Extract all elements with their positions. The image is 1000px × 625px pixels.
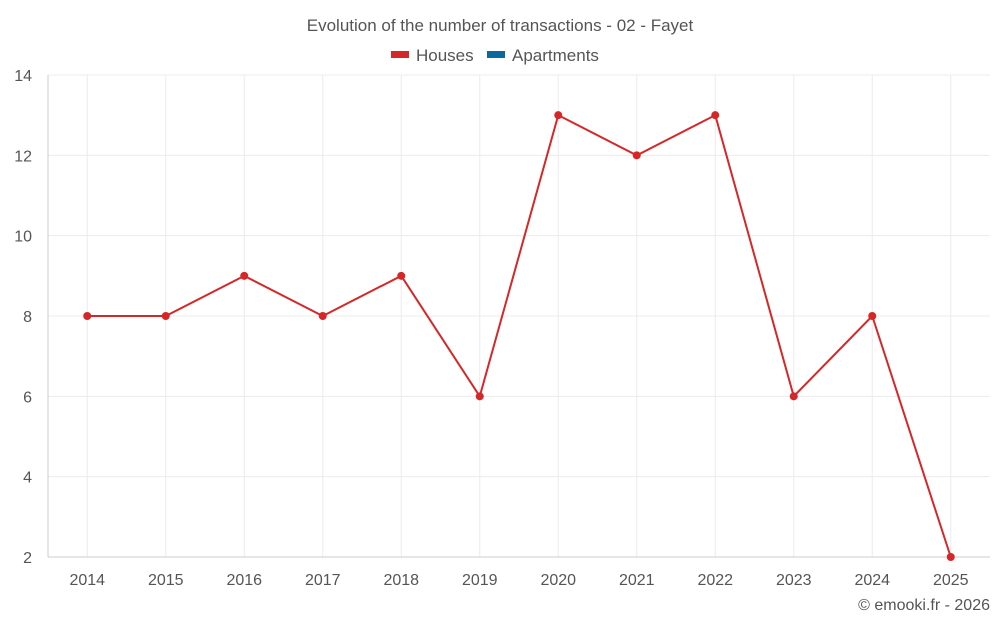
x-tick-label: 2015 (148, 572, 184, 589)
x-tick-label: 2018 (383, 572, 419, 589)
data-point-2015[interactable] (161, 312, 170, 320)
data-point-2014[interactable] (83, 312, 92, 320)
chart-title: Evolution of the number of transactions … (307, 16, 694, 35)
x-tick-label: 2017 (305, 572, 341, 589)
data-point-2019[interactable] (475, 392, 484, 401)
legend-label-apartments[interactable]: Apartments (512, 46, 599, 65)
x-tick-label: 2024 (854, 572, 890, 589)
legend-swatch-apartments (487, 51, 505, 58)
credit-text: © emooki.fr - 2026 (858, 597, 990, 614)
y-tick-label: 10 (14, 229, 32, 246)
x-tick-label: 2016 (226, 572, 262, 589)
x-tick-label: 2021 (619, 572, 655, 589)
gridlines (48, 74, 990, 557)
y-tick-label: 4 (23, 470, 32, 487)
series-houses (83, 111, 955, 561)
y-tick-label: 14 (14, 68, 32, 85)
y-tick-label: 2 (23, 550, 32, 567)
y-tick-label: 12 (14, 148, 32, 165)
data-point-2016[interactable] (240, 271, 249, 280)
data-point-2024[interactable] (868, 312, 877, 320)
x-tick-label: 2014 (69, 572, 105, 589)
legend: Houses Apartments (391, 46, 599, 65)
x-tick-label: 2025 (933, 572, 969, 589)
data-point-2018[interactable] (397, 271, 406, 280)
data-point-2023[interactable] (789, 392, 798, 401)
data-point-2025[interactable] (946, 553, 955, 561)
x-tick-label: 2019 (462, 572, 498, 589)
x-tick-label: 2023 (776, 572, 812, 589)
data-point-2022[interactable] (711, 111, 720, 120)
data-point-2017[interactable] (318, 312, 327, 320)
data-point-2021[interactable] (632, 151, 641, 160)
data-point-2020[interactable] (554, 111, 563, 120)
y-tick-label: 8 (23, 309, 32, 326)
legend-label-houses[interactable]: Houses (416, 46, 474, 65)
legend-swatch-houses (391, 51, 409, 58)
x-tick-label: 2020 (540, 572, 576, 589)
axes: 2 4 6 8 10 12 14 2014 2015 2016 2017 2018 2019 2020 20… (14, 68, 990, 589)
series-line-houses (87, 113, 952, 558)
y-tick-label: 6 (23, 389, 32, 406)
x-tick-label: 2022 (697, 572, 733, 589)
